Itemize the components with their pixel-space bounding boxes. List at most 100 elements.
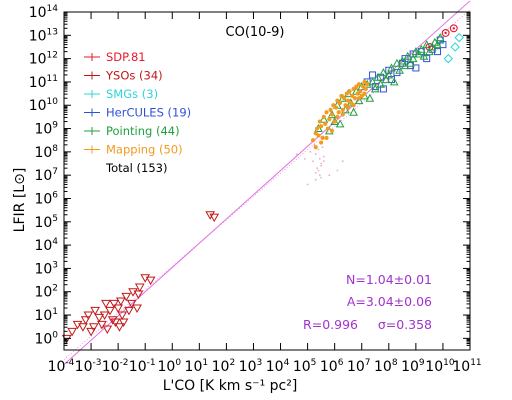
chart-title: CO(10-9) xyxy=(226,25,285,40)
y-tick-label: 103 xyxy=(34,260,58,277)
pointing-44-point xyxy=(376,79,386,88)
pointing-44-point xyxy=(368,77,377,86)
smgs-3-point xyxy=(454,32,464,43)
ysos-34-point xyxy=(94,313,105,323)
hercules-19-point xyxy=(412,64,420,72)
mapping-50-point xyxy=(317,119,322,124)
legend-label-sdp-81: SDP.81 xyxy=(106,50,146,64)
mapping-50-point xyxy=(319,124,324,129)
pointing-44-point xyxy=(433,40,442,49)
pointing-44-point xyxy=(400,61,410,70)
mapping-50-point xyxy=(335,114,340,119)
mapping-50-point xyxy=(323,121,328,126)
mapping-50-point xyxy=(310,138,316,143)
sdp-81-point-center xyxy=(444,31,447,35)
mapping-50-point xyxy=(316,133,321,138)
smgs-3-point xyxy=(450,42,460,52)
pointing-44-point xyxy=(408,54,418,63)
ysos-34-point xyxy=(205,211,216,220)
y-tick-label: 102 xyxy=(34,284,58,301)
x-tick-label: 103 xyxy=(239,358,263,375)
faint-data-point xyxy=(320,162,323,165)
pointing-44-point xyxy=(397,56,407,65)
x-tick-label: 104 xyxy=(266,358,290,375)
fit-scatter-label: σ=0.358 xyxy=(378,317,432,332)
faint-data-point xyxy=(318,174,321,177)
pointing-44-point xyxy=(365,93,375,102)
x-tick-label: 100 xyxy=(157,358,181,375)
y-tick-label: 101 xyxy=(34,307,58,324)
mapping-50-point xyxy=(313,145,318,150)
pointing-44-point xyxy=(319,114,329,123)
mapping-50-point xyxy=(337,100,343,106)
legend-label-pointing: Pointing (44) xyxy=(106,124,180,138)
legend-label-ysos: YSOs (34) xyxy=(105,69,163,83)
mapping-50-point xyxy=(340,107,345,113)
ysos-34-point xyxy=(86,327,96,337)
pointing-44-point xyxy=(419,51,429,60)
pointing-44-point xyxy=(414,49,423,58)
legend-label-mapping: Mapping (50) xyxy=(106,143,183,157)
mapping-50-point xyxy=(325,126,330,131)
faint-data-point xyxy=(318,157,321,160)
ysos-34-point xyxy=(145,276,156,286)
faint-data-point xyxy=(314,153,317,156)
mapping-50-point xyxy=(320,135,325,140)
y-tick-label: 107 xyxy=(34,167,58,184)
faint-data-point xyxy=(336,169,339,172)
y-tick-label: 106 xyxy=(34,190,58,207)
y-tick-label: 1014 xyxy=(29,4,59,21)
mapping-50-point xyxy=(333,105,339,110)
mapping-50-point xyxy=(327,117,332,122)
mapping-50-point xyxy=(365,82,370,87)
mapping-50-point xyxy=(362,91,367,96)
pointing-44-point xyxy=(335,119,345,128)
x-tick-label: 105 xyxy=(293,358,317,375)
ysos-34-point xyxy=(209,213,220,223)
ysos-34-point xyxy=(78,323,88,332)
mapping-50-point xyxy=(346,105,351,110)
mapping-50-point xyxy=(358,89,363,94)
faint-data-point xyxy=(316,167,318,170)
pointing-44-point xyxy=(384,70,394,79)
mapping-50-point xyxy=(314,126,320,131)
pointing-44-point xyxy=(389,77,399,86)
x-tick-label: 1011 xyxy=(452,358,481,375)
ysos-34-point xyxy=(67,327,77,337)
x-tick-label: 106 xyxy=(320,358,344,375)
mapping-50-point xyxy=(351,103,356,108)
reference-line xyxy=(63,9,471,360)
pointing-44-point xyxy=(403,51,413,60)
ysos-34-point xyxy=(99,311,110,321)
pointing-44-point xyxy=(354,96,364,105)
ysos-34-point xyxy=(72,320,83,330)
hercules-19-point xyxy=(369,71,377,79)
pointing-44-point xyxy=(435,33,445,42)
faint-data-point xyxy=(306,183,309,186)
faint-data-point xyxy=(295,153,298,156)
plot-area: 10-4 10-3 10-2 10-1 100 101 102 103 104 105 106 107… xyxy=(29,0,482,375)
ysos-34-point xyxy=(107,316,118,325)
pointing-44-point xyxy=(406,58,415,67)
mapping-50-point xyxy=(340,112,345,117)
y-tick-label: 1012 xyxy=(29,51,58,68)
x-tick-label: 107 xyxy=(347,358,371,375)
faint-data-point xyxy=(328,174,331,177)
fit-statistics: N=1.04±0.01 A=3.04±0.06 R=0.996 σ=0.358 xyxy=(303,272,432,332)
ysos-34-point xyxy=(134,283,145,293)
ysos-34-point xyxy=(133,290,144,300)
mapping-50-point xyxy=(356,96,362,101)
ysos-34-point xyxy=(113,304,123,314)
smgs-3-point xyxy=(443,53,454,64)
ysos-34-point xyxy=(61,334,72,344)
y-tick-label: 1013 xyxy=(29,27,58,44)
plot-frame xyxy=(63,11,471,351)
sdp-81-point xyxy=(441,29,450,37)
pointing-44-point xyxy=(349,107,358,116)
mapping-50-point xyxy=(329,112,335,117)
x-tick-label: 1010 xyxy=(425,358,455,375)
mapping-50-point xyxy=(342,96,347,101)
hercules-19-point xyxy=(434,48,442,56)
ysos-34-point xyxy=(90,306,100,316)
sdp-81-point-center xyxy=(428,45,431,49)
